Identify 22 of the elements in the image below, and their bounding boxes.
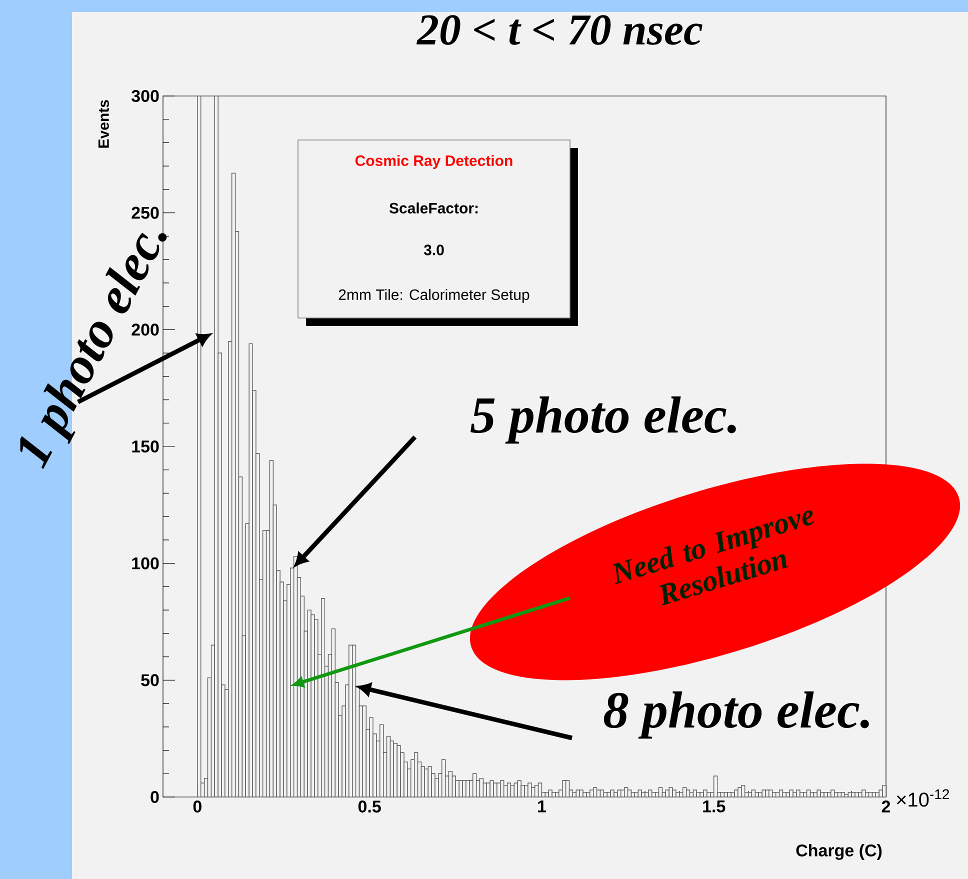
x-tick-label: 0 (193, 800, 202, 813)
annotation: 8 photo elec. (604, 691, 869, 739)
y-axis-title: Events (98, 100, 109, 148)
x-axis-title: Charge (C) (796, 844, 882, 860)
y-tick-label: 200 (132, 324, 159, 336)
y-tick-label: 0 (150, 790, 159, 804)
y-tick-label: 300 (132, 90, 159, 102)
annotation: 5 photo elec. (470, 396, 736, 444)
chart-title: 20 < t < 70 nsec (416, 15, 702, 45)
annotation: 2mm Tile: Calorimeter Setup (338, 289, 530, 303)
annotation: 3.0 (424, 244, 444, 256)
y-tick-label: 150 (132, 440, 159, 453)
text: ×10$^{-12}$ (896, 789, 950, 807)
x-tick-label: 1.5 (703, 800, 726, 812)
y-tick-label: 250 (132, 206, 159, 219)
annotation: ScaleFactor: (389, 202, 478, 214)
annotation: Cosmic Ray Detection (355, 155, 512, 169)
y-tick-label: 50 (141, 674, 159, 686)
y-tick-label: 100 (132, 557, 159, 570)
x-tick-label: 2 (882, 800, 890, 812)
x-tick-label: 1 (538, 800, 546, 812)
x-tick-label: 0.5 (358, 800, 381, 813)
